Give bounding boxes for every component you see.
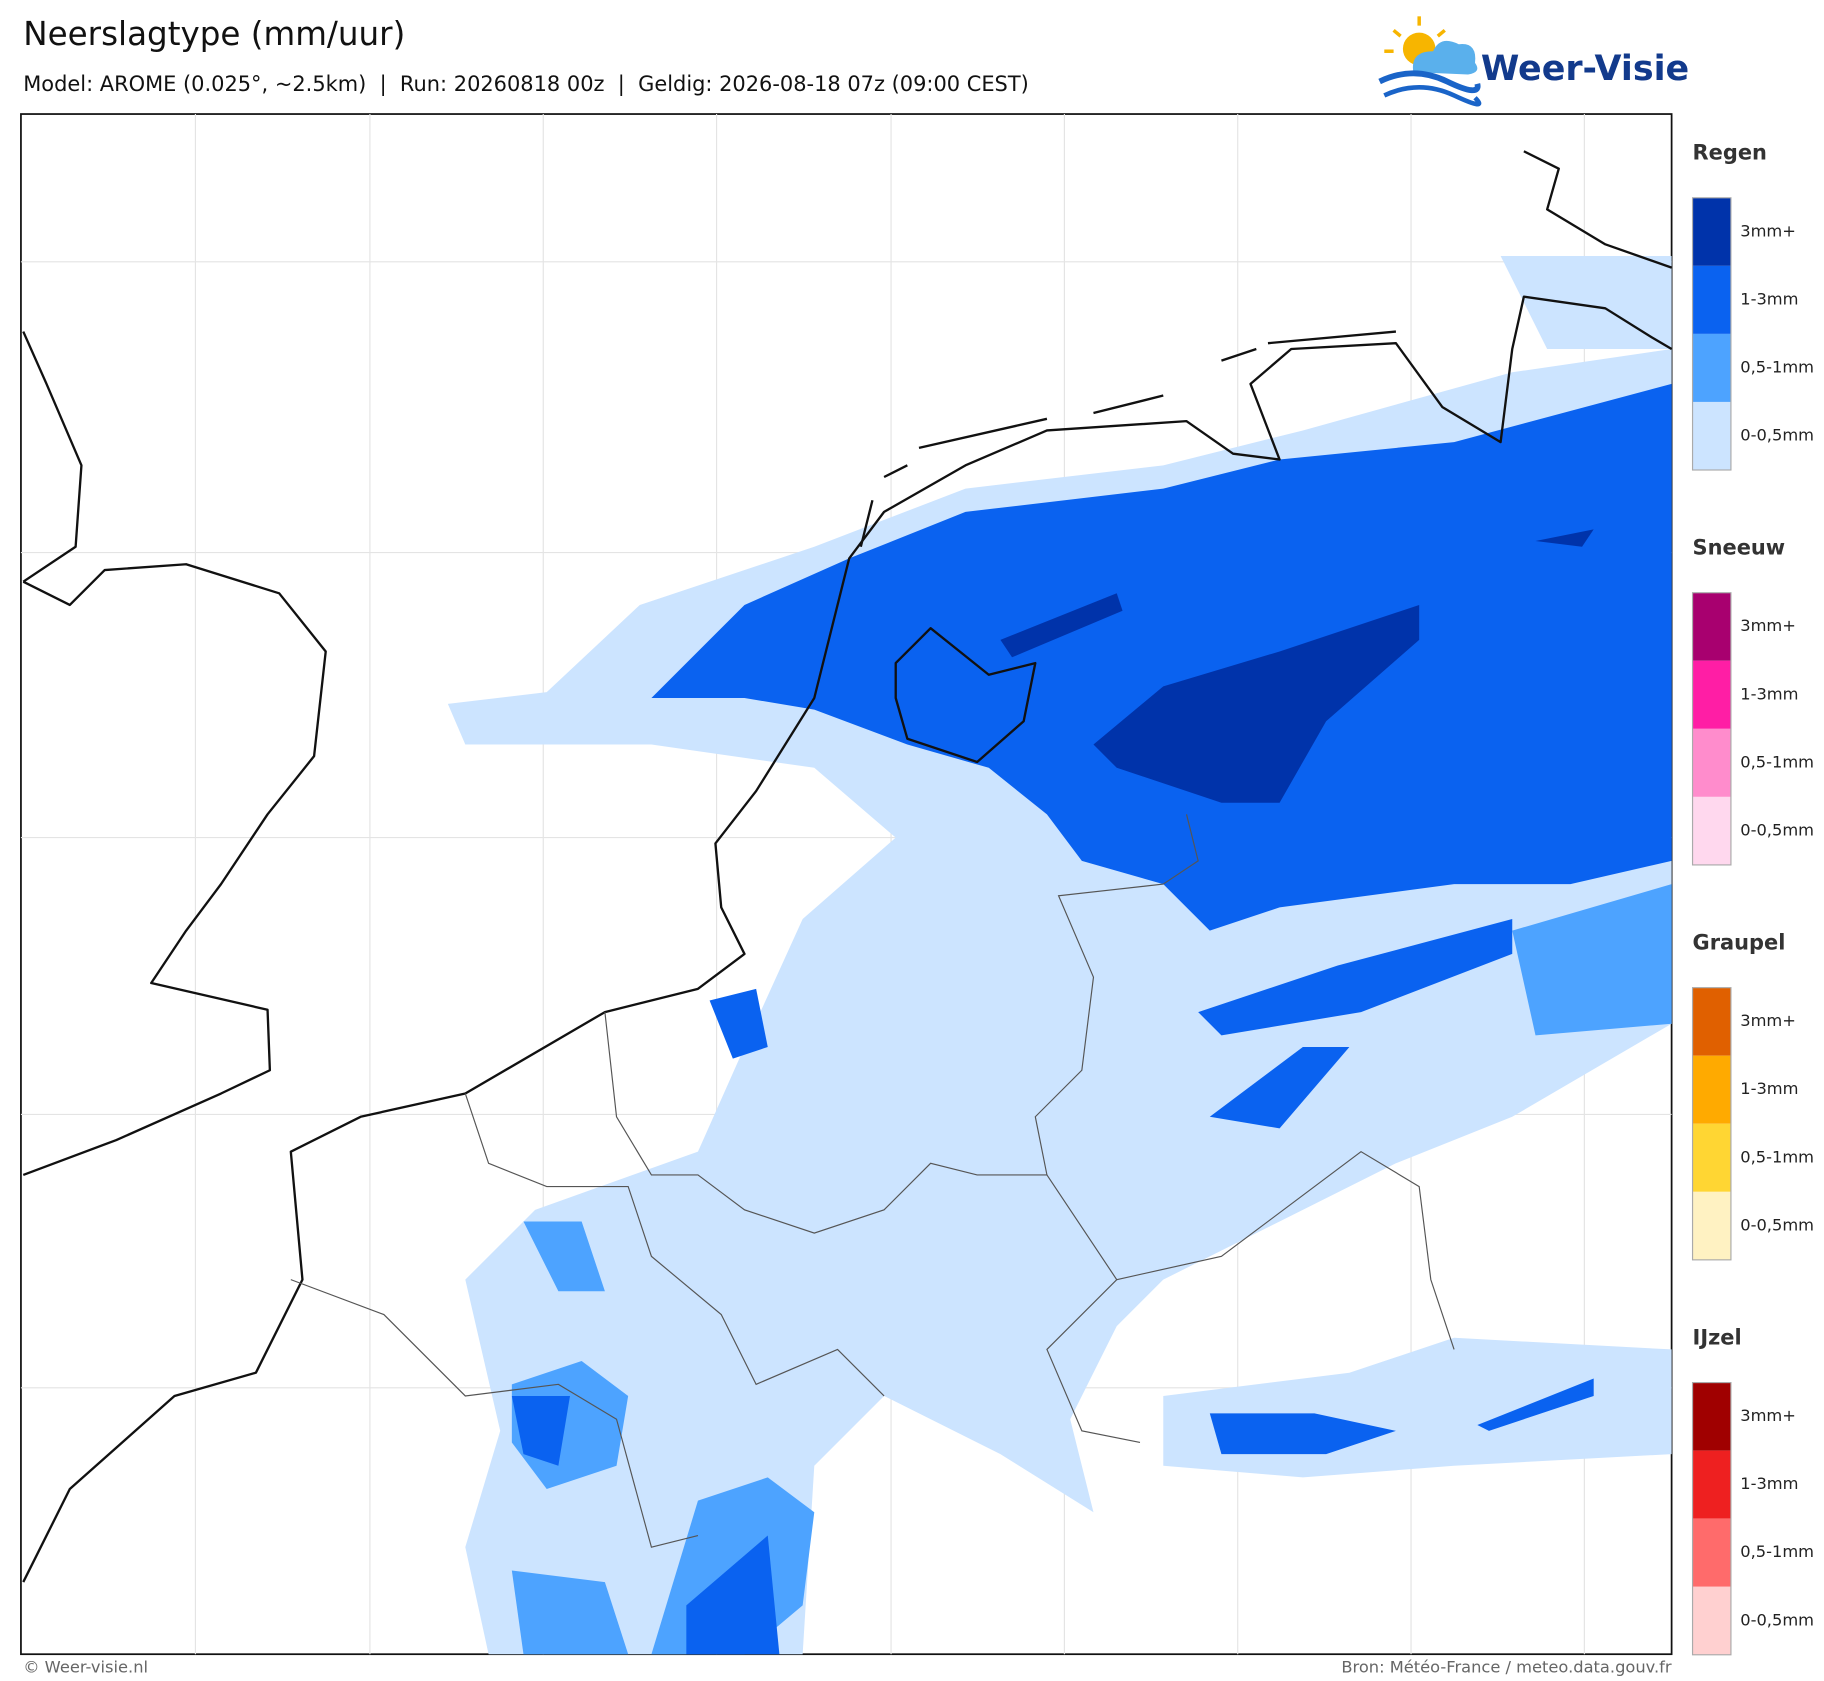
footer-left: © Weer-visie.nl bbox=[23, 1658, 148, 1677]
logo-text: Weer-Visie bbox=[1481, 49, 1689, 89]
title: Neerslagtype (mm/uur) bbox=[23, 15, 405, 53]
legend: Regen 3mm+ 1-3mm 0,5-1mm 0-0,5mm Sneeuw 3mm+ 1-… bbox=[1691, 141, 1814, 1656]
legend-label: 1-3mm bbox=[1740, 684, 1798, 703]
legend-label: 3mm+ bbox=[1740, 1406, 1796, 1425]
legend-swatch bbox=[1692, 1586, 1731, 1655]
map bbox=[20, 113, 1673, 1656]
legend-label: 0,5-1mm bbox=[1740, 752, 1814, 771]
subtitle: Model: AROME (0.025°, ~2.5km) | Run: 202… bbox=[23, 72, 1029, 97]
legend-swatch bbox=[1692, 1123, 1731, 1192]
legend-swatch bbox=[1692, 1450, 1731, 1519]
legend-title: Graupel bbox=[1693, 930, 1786, 954]
precipitation bbox=[447, 255, 1672, 1655]
legend-label: 0,5-1mm bbox=[1740, 357, 1814, 376]
legend-frame bbox=[1691, 592, 1732, 866]
legend-swatch bbox=[1692, 796, 1731, 865]
borders bbox=[290, 814, 1455, 1548]
legend-swatch bbox=[1692, 660, 1731, 729]
legend-swatch bbox=[1692, 1382, 1731, 1451]
legend-label: 3mm+ bbox=[1740, 616, 1796, 635]
legend-swatch bbox=[1692, 1055, 1731, 1124]
legend-swatch bbox=[1692, 401, 1731, 470]
legend-swatch bbox=[1692, 987, 1731, 1056]
legend-swatch bbox=[1692, 592, 1731, 661]
legend-title: Sneeuw bbox=[1693, 536, 1786, 560]
legend-label: 0,5-1mm bbox=[1740, 1147, 1814, 1166]
legend-title: IJzel bbox=[1693, 1325, 1742, 1349]
legend-label: 1-3mm bbox=[1740, 1474, 1798, 1493]
logo: Weer-Visie bbox=[1378, 16, 1689, 107]
legend-label: 0-0,5mm bbox=[1740, 1610, 1814, 1629]
legend-swatch bbox=[1692, 197, 1731, 266]
legend-label: 0-0,5mm bbox=[1740, 425, 1814, 444]
legend-frame bbox=[1691, 197, 1732, 471]
legend-label: 0-0,5mm bbox=[1740, 820, 1814, 839]
legend-label: 3mm+ bbox=[1740, 1011, 1796, 1030]
legend-frame bbox=[1691, 987, 1732, 1261]
legend-label: 0-0,5mm bbox=[1740, 1215, 1814, 1234]
legend-label: 1-3mm bbox=[1740, 289, 1798, 308]
legend-title: Regen bbox=[1693, 141, 1767, 165]
legend-label: 1-3mm bbox=[1740, 1079, 1798, 1098]
legend-swatch bbox=[1692, 333, 1731, 402]
footer-right: Bron: Météo-France / meteo.data.gouv.fr bbox=[1341, 1658, 1672, 1677]
legend-swatch bbox=[1692, 1518, 1731, 1587]
legend-label: 0,5-1mm bbox=[1740, 1542, 1814, 1561]
legend-swatch bbox=[1692, 728, 1731, 797]
legend-swatch bbox=[1692, 265, 1731, 334]
legend-label: 3mm+ bbox=[1740, 221, 1796, 240]
coastlines bbox=[22, 150, 1673, 1583]
legend-swatch bbox=[1692, 1191, 1731, 1260]
legend-frame bbox=[1691, 1382, 1732, 1656]
